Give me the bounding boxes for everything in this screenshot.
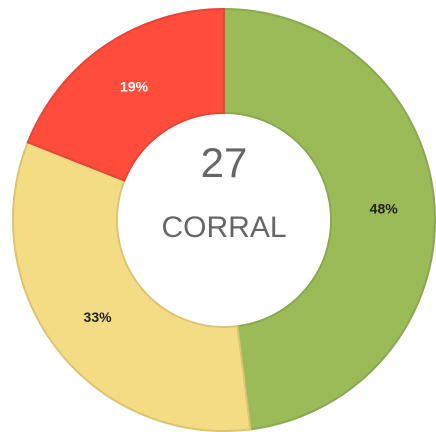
- data-label: 33%: [84, 309, 113, 325]
- donut-segment: [26, 7, 225, 182]
- data-label: 48%: [370, 201, 399, 217]
- donut-segment: [12, 141, 252, 432]
- donut-segment: [223, 7, 436, 431]
- center-label: CORRAL: [161, 211, 286, 244]
- donut-hole: [118, 114, 330, 326]
- center-value: 27: [201, 139, 248, 186]
- data-label: 19%: [120, 78, 149, 94]
